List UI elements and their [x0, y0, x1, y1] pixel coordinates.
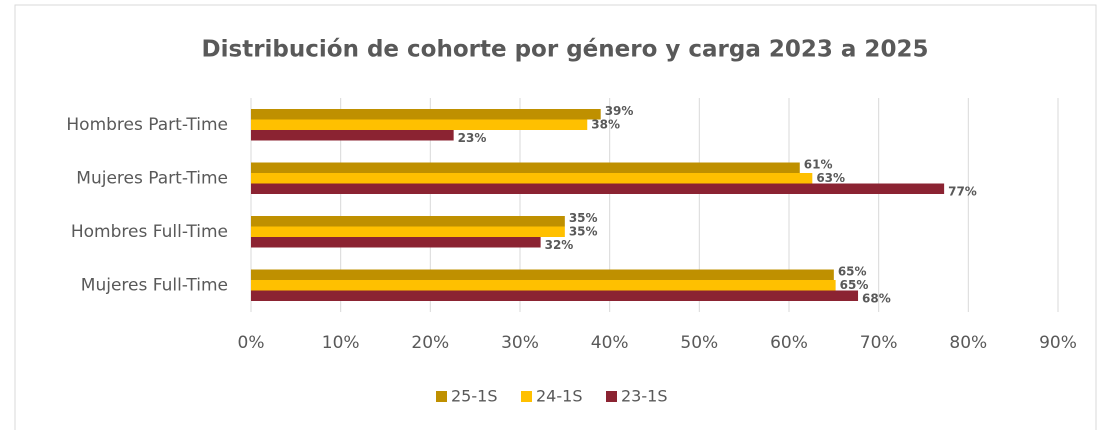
bar	[251, 162, 800, 173]
x-tick-label: 70%	[860, 333, 898, 353]
x-tick-label: 80%	[949, 333, 987, 353]
data-label: 63%	[816, 171, 845, 185]
bar	[251, 216, 565, 227]
y-tick-label: Hombres Part-Time	[66, 115, 228, 135]
bar	[251, 290, 859, 301]
x-tick-label: 60%	[770, 333, 808, 353]
x-tick-label: 0%	[238, 333, 265, 353]
data-label: 68%	[862, 291, 891, 305]
legend-label: 25-1S	[451, 387, 497, 406]
data-label: 38%	[591, 117, 620, 131]
data-label: 32%	[545, 238, 574, 252]
legend-swatch	[521, 391, 532, 402]
bar	[251, 280, 836, 291]
bar	[251, 109, 601, 120]
legend-label: 24-1S	[536, 387, 582, 406]
data-label: 65%	[838, 264, 867, 278]
bar	[251, 130, 454, 141]
data-label: 65%	[840, 278, 869, 292]
x-tick-label: 20%	[411, 333, 449, 353]
legend-swatch	[436, 391, 447, 402]
data-label: 39%	[605, 104, 634, 118]
bar	[251, 183, 945, 194]
legend-label: 23-1S	[621, 387, 667, 406]
x-tick-label: 40%	[591, 333, 629, 353]
bar	[251, 269, 834, 280]
bar	[251, 226, 565, 237]
bar	[251, 173, 813, 184]
x-tick-label: 50%	[680, 333, 718, 353]
y-tick-label: Hombres Full-Time	[71, 222, 228, 242]
data-label: 23%	[458, 131, 487, 145]
bar	[251, 237, 541, 248]
data-label: 35%	[569, 224, 598, 238]
chart-title: Distribución de cohorte por género y car…	[202, 37, 929, 63]
x-tick-label: 90%	[1039, 333, 1077, 353]
legend-swatch	[606, 391, 617, 402]
bar	[251, 119, 588, 130]
data-label: 35%	[569, 211, 598, 225]
y-tick-label: Mujeres Full-Time	[81, 275, 228, 295]
data-label: 77%	[948, 184, 977, 198]
x-tick-label: 30%	[501, 333, 539, 353]
x-tick-label: 10%	[322, 333, 360, 353]
y-tick-label: Mujeres Part-Time	[76, 168, 228, 188]
data-label: 61%	[804, 157, 833, 171]
